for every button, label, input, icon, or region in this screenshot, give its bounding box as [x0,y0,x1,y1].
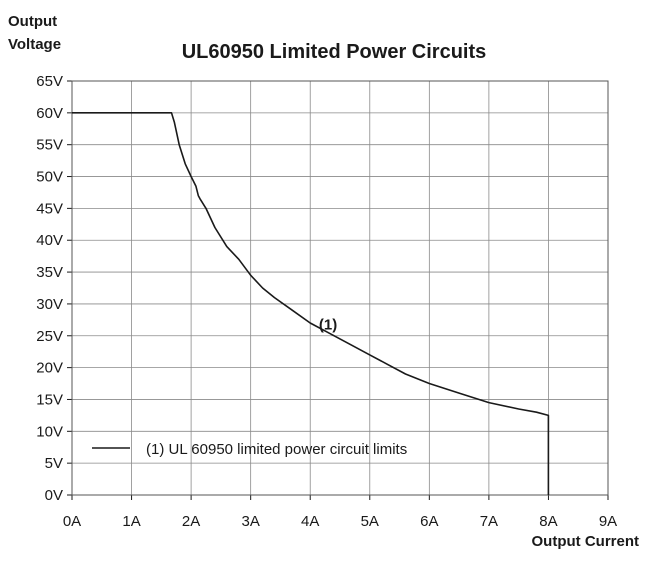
y-tick-label: 50V [36,169,63,186]
axes [67,80,609,500]
x-tick-label: 8A [539,513,557,530]
series-line [72,112,550,495]
x-tick-label: 2A [182,513,200,530]
legend-label: (1) UL 60950 limited power circuit limit… [146,441,407,458]
series-layer [72,112,550,495]
legend: (1) UL 60950 limited power circuit limit… [92,441,407,458]
y-tick-label: 10V [36,423,63,440]
labels: UL60950 Limited Power Circuits Output Vo… [8,13,639,550]
y-tick-label: 30V [36,296,63,313]
y-tick-label: 65V [36,73,63,90]
y-tick-label: 5V [45,455,63,472]
y-tick-label: 45V [36,200,63,217]
y-tick-label: 40V [36,232,63,249]
x-tick-label: 1A [122,513,140,530]
plot-frame [71,80,609,496]
x-tick-label: 5A [361,513,379,530]
y-tick-label: 20V [36,360,63,377]
x-tick-label: 7A [480,513,498,530]
x-axis-title: Output Current [532,533,639,550]
y-tick-label: 0V [45,487,63,504]
grid [71,80,609,496]
x-tick-label: 4A [301,513,319,530]
x-tick-label: 9A [599,513,617,530]
y-tick-label: 60V [36,105,63,122]
curve-annotation: (1) [319,316,337,333]
chart-title: UL60950 Limited Power Circuits [182,41,487,63]
y-tick-label: 55V [36,137,63,154]
y-tick-label: 15V [36,391,63,408]
x-tick-label: 3A [241,513,259,530]
x-tick-label: 0A [63,513,81,530]
y-tick-label: 35V [36,264,63,281]
y-tick-label: 25V [36,328,63,345]
y-axis-title-line-2: Voltage [8,36,61,53]
y-axis-title-line-1: Output [8,13,57,30]
x-tick-label: 6A [420,513,438,530]
